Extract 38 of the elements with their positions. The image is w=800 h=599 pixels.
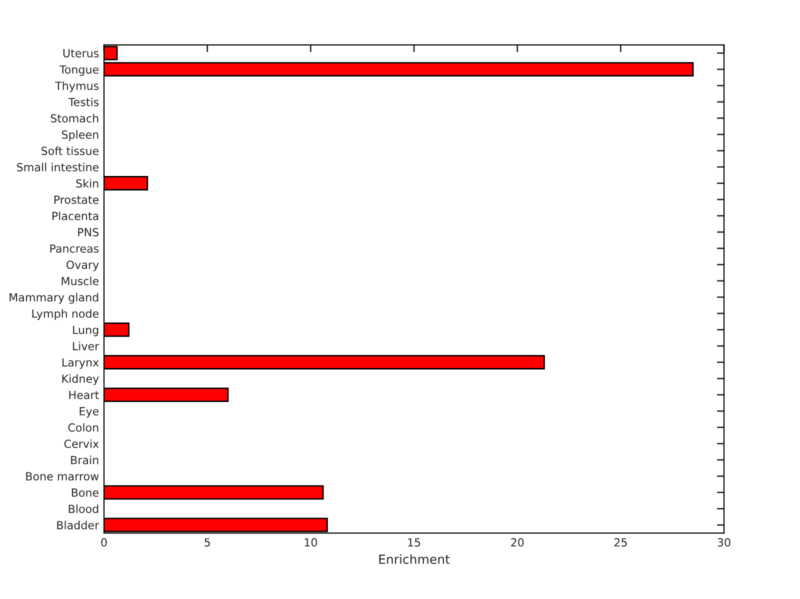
y-tick-label: Testis — [68, 98, 99, 106]
x-tick-label: 25 — [614, 538, 627, 547]
y-tick-label: Heart — [69, 390, 99, 400]
y-tick-label: Mammary gland — [10, 292, 98, 304]
y-tick-label: Blood — [68, 504, 98, 514]
y-tick-label: Kidney — [62, 374, 99, 386]
y-tick-label: Small intestine — [17, 162, 99, 172]
y-tick-label: Lung — [73, 326, 98, 336]
y-tick-label: Uterus — [63, 49, 99, 58]
y-tick-label: Skin — [76, 179, 98, 188]
x-tick-label: 30 — [718, 538, 730, 547]
y-tick-label: Ovary — [66, 260, 99, 272]
y-tick-label: Stomach — [50, 114, 98, 123]
x-tick-label: 5 — [204, 538, 210, 547]
y-tick-label: Placenta — [52, 212, 98, 220]
y-tick-label: Spleen — [62, 130, 98, 141]
y-tick-label: Brain — [71, 456, 98, 464]
x-tick-label: 20 — [511, 538, 524, 547]
y-tick-label: Cervix — [64, 439, 99, 448]
y-tick-label: Eye — [80, 407, 99, 418]
y-tick-label: Liver — [72, 342, 100, 350]
y-tick-label: Soft tissue — [42, 146, 99, 156]
y-tick-label: Pancreas — [50, 244, 99, 253]
y-tick-label: Tongue — [59, 65, 99, 76]
y-tick-label: PNS — [78, 228, 99, 236]
x-tick-label: 15 — [408, 538, 420, 547]
x-tick-label: 0 — [101, 538, 107, 547]
y-tick-label: Thymus — [55, 81, 99, 92]
y-tick-label: Bone — [72, 488, 99, 497]
x-axis-title: Enrichment — [379, 554, 450, 564]
y-tick-label: Muscle — [62, 276, 99, 286]
y-tick-label: Lymph node — [32, 309, 99, 320]
y-tick-label: Larynx — [62, 358, 99, 369]
y-tick-label: Bone marrow — [26, 472, 99, 481]
y-tick-label: Bladder — [57, 520, 100, 530]
x-tick-label: 10 — [304, 538, 317, 547]
y-tick-label: Prostate — [54, 196, 99, 204]
y-tick-label: Colon — [68, 423, 98, 432]
